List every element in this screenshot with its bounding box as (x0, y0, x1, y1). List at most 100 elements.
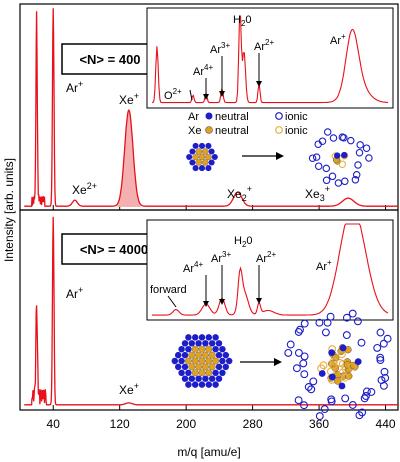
bottom-label-xe-plus: Xe+ (119, 381, 139, 397)
ar-ionic-atom (351, 176, 360, 184)
ar-ionic-atom (328, 172, 337, 181)
xe-neutral-atom (195, 363, 203, 371)
ar-ionic-atom (358, 408, 367, 417)
top-spectrum-line (24, 8, 398, 207)
ar-ionic-atom (323, 318, 332, 327)
ar-neutral-atom (208, 375, 216, 382)
ar-ionic-atom (334, 179, 343, 187)
xe-neutral-atom (195, 148, 203, 155)
svg-text:Ar: Ar (188, 111, 199, 123)
ar-ionic-atom (348, 401, 357, 409)
ar-ionic-atom (292, 364, 301, 373)
xe-ionic-atom (348, 362, 357, 371)
bottom-inset-label-forward: forward (150, 284, 187, 296)
bottom-inset-label-arplus: Ar+ (316, 258, 332, 273)
ar-neutral-atom (318, 370, 326, 377)
ar-neutral-atom (191, 334, 199, 341)
xe-neutral-atom (208, 363, 216, 371)
xe-neutral-atom (212, 357, 220, 365)
ar-neutral-atom (208, 340, 216, 347)
ar-neutral-atom (328, 373, 336, 381)
ar-neutral-atom (202, 375, 209, 382)
legend-xe-ionic-dot (275, 126, 283, 134)
ar-ionic-atom (367, 388, 376, 396)
ar-ionic-atom (355, 411, 364, 420)
ar-neutral-atom (215, 351, 223, 359)
ar-ionic-atom (320, 405, 329, 414)
ar-neutral-atom (219, 357, 226, 365)
xe-neutral-atom (191, 357, 199, 365)
ar-ionic-atom (327, 395, 336, 404)
xe-neutral-atom (205, 369, 213, 377)
xe-neutral-atom (195, 159, 203, 166)
ar-neutral-atom (185, 334, 192, 341)
top-xe-peak-fill (117, 110, 141, 207)
ar-ionic-atom (300, 319, 309, 328)
x-tick-label: 120 (110, 417, 130, 431)
ar-ionic-atom (348, 309, 357, 318)
ar-neutral-atom (192, 142, 199, 149)
ar-neutral-atom (198, 165, 206, 172)
bottom-panel-frame (19, 209, 399, 411)
ar-ionic-atom (376, 356, 385, 365)
bottom-inset-label-h2o: H20 (234, 235, 253, 249)
ar-neutral-atom (189, 159, 196, 166)
bottom-inset-label-ar3plus: Ar3+ (211, 250, 231, 265)
xe-neutral-atom (188, 351, 196, 359)
ar-ionic-atom (284, 348, 293, 357)
ar-ionic-atom (342, 331, 351, 340)
legend-xe-neutral-dot (205, 126, 213, 134)
bottom-inset-frame (146, 219, 394, 321)
xe-neutral-atom (205, 345, 213, 353)
bottom-spectrum-line (24, 216, 398, 406)
ar-neutral-atom (215, 375, 223, 382)
ar-ionic-atom (294, 396, 303, 405)
ar-neutral-atom (354, 358, 362, 365)
ar-ionic-atom (365, 154, 373, 162)
legend-ar-neutral-dot (205, 112, 213, 120)
xe-neutral-atom (198, 357, 206, 365)
xe-ionic-atom (338, 368, 347, 377)
xe-neutral-atom (191, 369, 199, 377)
xe-neutral-atom (201, 351, 209, 359)
x-axis-label: m/q [amu/e] (177, 445, 240, 459)
bottom-label-ar-plus: Ar+ (66, 285, 83, 301)
x-tick-label: 200 (176, 417, 196, 431)
ar-ionic-atom (373, 343, 382, 352)
ar-ionic-atom (312, 153, 321, 161)
ar-neutral-atom (205, 381, 213, 388)
ar-ionic-atom (341, 177, 349, 186)
xe-neutral-atom (334, 377, 342, 385)
ar-neutral-atom (205, 142, 212, 149)
ar-neutral-atom (212, 334, 219, 341)
ar-ionic-atom (321, 328, 330, 337)
xe-neutral-atom (191, 345, 199, 353)
ar-neutral-atom (181, 351, 189, 359)
bottom-inset-arrowhead-ar2plus (256, 298, 262, 304)
ar-ionic-atom (376, 353, 385, 362)
ar-ionic-atom (354, 161, 362, 169)
xe-neutral-atom (198, 345, 206, 353)
top-inset-label-arplus: Ar+ (330, 32, 346, 47)
top-inset-label-ar4plus: Ar4+ (193, 63, 213, 78)
ar-ionic-atom (300, 352, 309, 361)
svg-text:neutral: neutral (215, 125, 249, 137)
xe-neutral-atom (198, 153, 206, 161)
top-label-xe3-plus: Xe3+ (305, 184, 330, 203)
ar-ionic-atom (329, 134, 338, 142)
xe-neutral-atom (205, 153, 212, 161)
ar-neutral-atom (174, 351, 182, 359)
bottom-box-label: <N> = 4000 (80, 242, 148, 257)
ar-neutral-atom (181, 375, 189, 382)
bottom-inset-arrowhead-ar4plus (203, 301, 209, 307)
x-tick-label: 440 (376, 417, 396, 431)
ar-neutral-atom (185, 381, 192, 388)
ar-neutral-atom (178, 369, 185, 377)
ar-ionic-atom (356, 141, 364, 149)
xe-neutral-atom (345, 372, 353, 380)
svg-text:Xe: Xe (188, 125, 201, 137)
ar-ionic-atom (341, 394, 350, 403)
bottom-cluster-arrowhead (274, 358, 282, 366)
top-inset-arrowhead-ar3plus (219, 91, 225, 97)
x-tick-label: 40 (47, 417, 61, 431)
